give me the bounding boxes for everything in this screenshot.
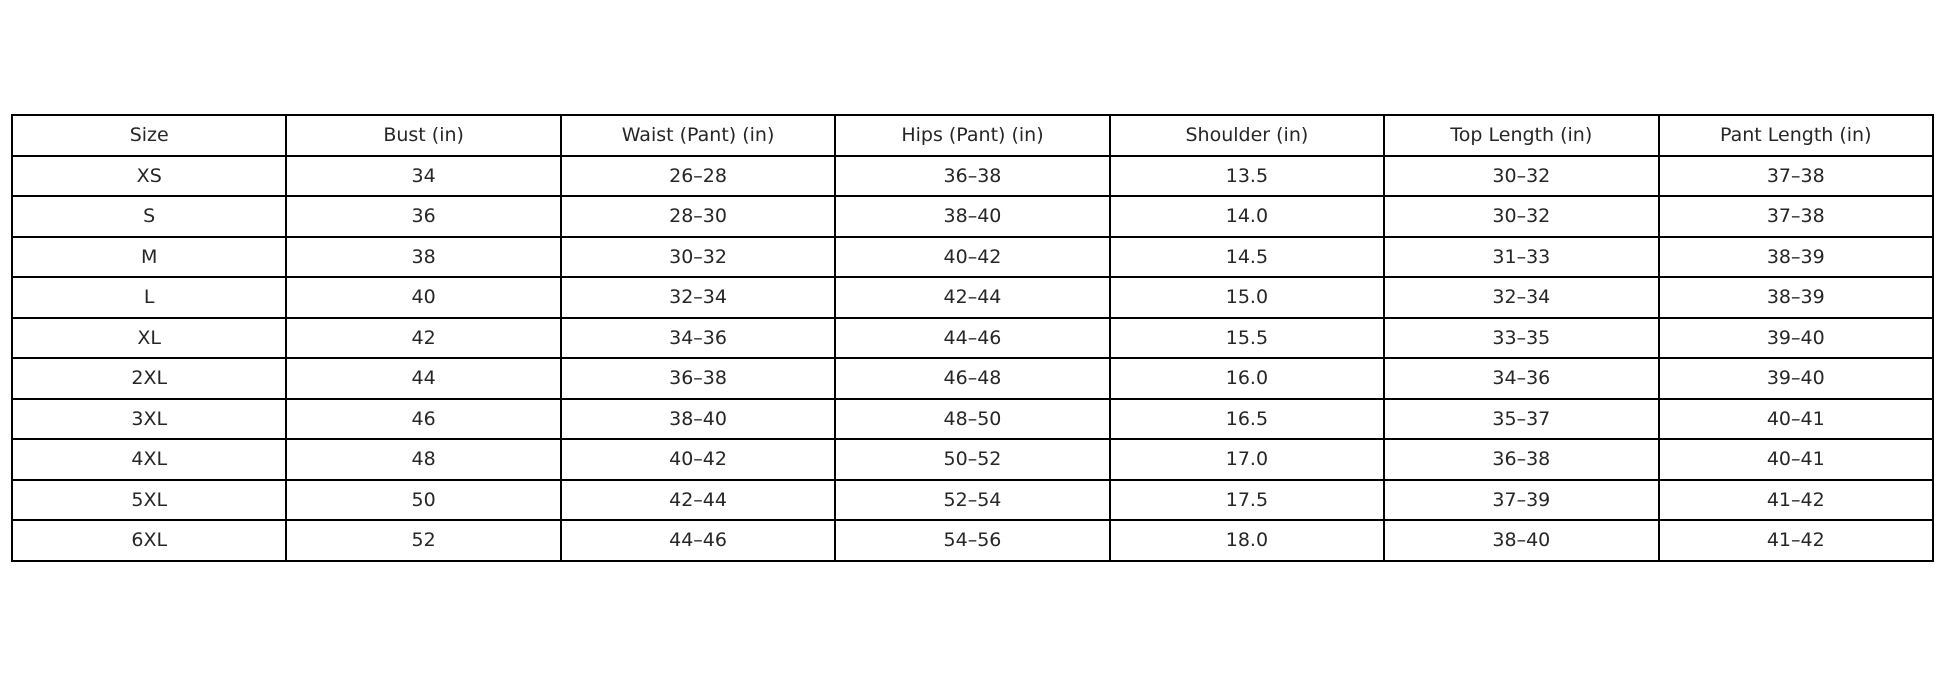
table-row: L 40 32–34 42–44 15.0 32–34 38–39: [10, 276, 1935, 319]
measurement-cell: 38: [285, 235, 562, 278]
table-row: XL 42 34–36 44–46 15.5 33–35 39–40: [10, 316, 1935, 359]
column-header: Top Length (in): [1383, 114, 1660, 157]
measurement-cell: 36–38: [1383, 438, 1660, 481]
column-header: Waist (Pant) (in): [559, 114, 837, 157]
size-cell: 4XL: [10, 438, 288, 481]
size-cell: XL: [10, 316, 288, 359]
size-cell: 2XL: [10, 357, 288, 400]
measurement-cell: 46–48: [834, 357, 1111, 400]
table-row: S 36 28–30 38–40 14.0 30–32 37–38: [10, 195, 1935, 238]
measurement-cell: 38–40: [1383, 519, 1660, 562]
measurement-cell: 40: [285, 276, 562, 319]
measurement-cell: 38–40: [834, 195, 1111, 238]
measurement-cell: 38–39: [1657, 276, 1935, 319]
table-row: 6XL 52 44–46 54–56 18.0 38–40 41–42: [10, 519, 1935, 562]
measurement-cell: 16.5: [1108, 397, 1386, 440]
column-header: Hips (Pant) (in): [834, 114, 1111, 157]
table-row: M 38 30–32 40–42 14.5 31–33 38–39: [10, 235, 1935, 278]
measurement-cell: 34–36: [559, 316, 837, 359]
column-header: Size: [10, 114, 288, 157]
measurement-cell: 35–37: [1383, 397, 1660, 440]
column-header: Shoulder (in): [1108, 114, 1386, 157]
measurement-cell: 36–38: [559, 357, 837, 400]
size-cell: M: [10, 235, 288, 278]
size-cell: XS: [10, 154, 288, 197]
measurement-cell: 30–32: [559, 235, 837, 278]
measurement-cell: 28–30: [559, 195, 837, 238]
measurement-cell: 41–42: [1657, 519, 1935, 562]
table-row: 2XL 44 36–38 46–48 16.0 34–36 39–40: [10, 357, 1935, 400]
measurement-cell: 15.5: [1108, 316, 1386, 359]
measurement-cell: 40–41: [1657, 397, 1935, 440]
measurement-cell: 52–54: [834, 478, 1111, 521]
measurement-cell: 50: [285, 478, 562, 521]
measurement-cell: 15.0: [1108, 276, 1386, 319]
measurement-cell: 31–33: [1383, 235, 1660, 278]
measurement-cell: 41–42: [1657, 478, 1935, 521]
measurement-cell: 34–36: [1383, 357, 1660, 400]
size-cell: 5XL: [10, 478, 288, 521]
measurement-cell: 37–38: [1657, 195, 1935, 238]
measurement-cell: 38–39: [1657, 235, 1935, 278]
measurement-cell: 46: [285, 397, 562, 440]
size-cell: 3XL: [10, 397, 288, 440]
measurement-cell: 42–44: [559, 478, 837, 521]
measurement-cell: 40–41: [1657, 438, 1935, 481]
table-row: 3XL 46 38–40 48–50 16.5 35–37 40–41: [10, 397, 1935, 440]
measurement-cell: 54–56: [834, 519, 1111, 562]
measurement-cell: 48: [285, 438, 562, 481]
measurement-cell: 17.5: [1108, 478, 1386, 521]
header-row: Size Bust (in) Waist (Pant) (in) Hips (Pant…: [10, 114, 1935, 157]
measurement-cell: 39–40: [1657, 357, 1935, 400]
measurement-cell: 33–35: [1383, 316, 1660, 359]
size-cell: 6XL: [10, 519, 288, 562]
measurement-cell: 39–40: [1657, 316, 1935, 359]
table-row: XS 34 26–28 36–38 13.5 30–32 37–38: [10, 154, 1935, 197]
measurement-cell: 40–42: [834, 235, 1111, 278]
measurement-cell: 13.5: [1108, 154, 1386, 197]
measurement-cell: 40–42: [559, 438, 837, 481]
measurement-cell: 44–46: [834, 316, 1111, 359]
measurement-cell: 32–34: [1383, 276, 1660, 319]
measurement-cell: 44: [285, 357, 562, 400]
table-body: XS 34 26–28 36–38 13.5 30–32 37–38 S 36 28–30 38–4…: [10, 154, 1935, 562]
column-header: Pant Length (in): [1657, 114, 1935, 157]
measurement-cell: 37–38: [1657, 154, 1935, 197]
measurement-cell: 18.0: [1108, 519, 1386, 562]
measurement-cell: 37–39: [1383, 478, 1660, 521]
measurement-cell: 42: [285, 316, 562, 359]
measurement-cell: 48–50: [834, 397, 1111, 440]
size-cell: L: [10, 276, 288, 319]
column-header: Bust (in): [285, 114, 562, 157]
measurement-cell: 50–52: [834, 438, 1111, 481]
measurement-cell: 38–40: [559, 397, 837, 440]
table-row: 5XL 50 42–44 52–54 17.5 37–39 41–42: [10, 478, 1935, 521]
measurement-cell: 32–34: [559, 276, 837, 319]
measurement-cell: 26–28: [559, 154, 837, 197]
measurement-cell: 30–32: [1383, 154, 1660, 197]
measurement-cell: 16.0: [1108, 357, 1386, 400]
measurement-cell: 36: [285, 195, 562, 238]
measurement-cell: 14.5: [1108, 235, 1386, 278]
measurement-cell: 42–44: [834, 276, 1111, 319]
measurement-cell: 36–38: [834, 154, 1111, 197]
table-row: 4XL 48 40–42 50–52 17.0 36–38 40–41: [10, 438, 1935, 481]
measurement-cell: 44–46: [559, 519, 837, 562]
table-header: Size Bust (in) Waist (Pant) (in) Hips (Pant…: [10, 114, 1935, 157]
measurement-cell: 17.0: [1108, 438, 1386, 481]
measurement-cell: 30–32: [1383, 195, 1660, 238]
measurement-cell: 52: [285, 519, 562, 562]
measurement-cell: 14.0: [1108, 195, 1386, 238]
size-chart-table: Size Bust (in) Waist (Pant) (in) Hips (Pant…: [10, 114, 1935, 562]
measurement-cell: 34: [285, 154, 562, 197]
size-cell: S: [10, 195, 288, 238]
